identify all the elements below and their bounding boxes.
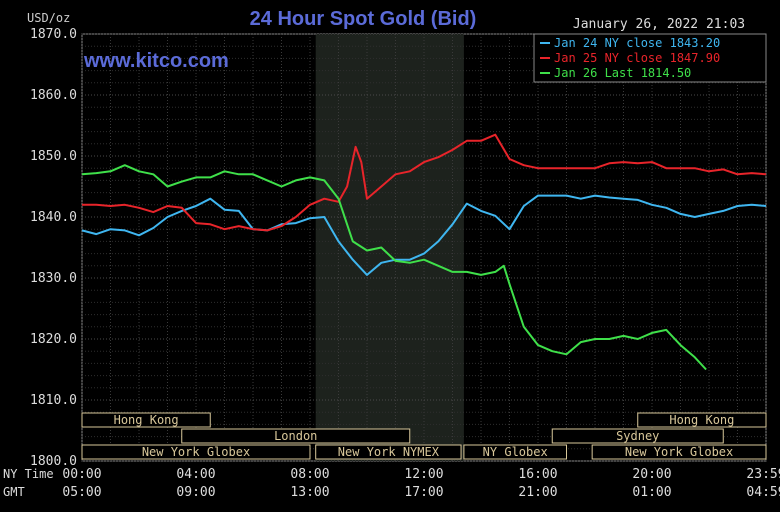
session-bar <box>637 412 767 428</box>
x-tick-label: 08:00 <box>290 467 329 482</box>
x-tick-label: 13:00 <box>290 485 329 500</box>
session-bar <box>81 444 311 460</box>
session-bar <box>181 428 411 444</box>
x-tick-label: 16:00 <box>518 467 557 482</box>
y-tick-label: 1860.0 <box>30 88 77 103</box>
session-label: Hong Kong <box>114 413 179 427</box>
x-tick-label: 12:00 <box>404 467 443 482</box>
session-bar <box>463 444 567 460</box>
session-bars: Hong Kong Hong Kong London Sydney New York G… <box>81 412 767 460</box>
session-label: New York NYMEX <box>338 445 440 459</box>
series-line <box>81 164 707 371</box>
x-tick-label: 00:00 <box>62 467 101 482</box>
session-label: New York Globex <box>142 445 250 459</box>
legend-entry: Jan 24 NY close 1843.20 <box>554 36 720 50</box>
y-tick-label: 1850.0 <box>30 149 77 164</box>
session-bar <box>81 412 211 428</box>
series-lines <box>81 133 767 371</box>
session-bar <box>591 444 767 460</box>
nymex-session-shade <box>315 34 464 461</box>
session-label: Sydney <box>616 429 659 443</box>
legend-entry: Jan 26 Last 1814.50 <box>554 66 691 80</box>
x-tick-label: 23:59 <box>746 467 780 482</box>
session-label: New York Globex <box>625 445 733 459</box>
y-tick-label: 1830.0 <box>30 271 77 286</box>
series-line <box>82 133 767 232</box>
y-tick-label: 1840.0 <box>30 210 77 225</box>
x-tick-label: 04:00 <box>176 467 215 482</box>
x-axis-row-label: NY Time <box>3 467 54 481</box>
session-bar <box>315 444 462 460</box>
watermark: www.kitco.com <box>83 50 229 72</box>
legend-entry: Jan 25 NY close 1847.90 <box>554 51 720 65</box>
x-axis-row-label: GMT <box>3 485 25 499</box>
x-tick-label: 20:00 <box>632 467 671 482</box>
x-tick-label: 09:00 <box>176 485 215 500</box>
x-tick-labels: NY Time 00:00 04:00 08:00 12:00 16:00 20:00 23:… <box>3 467 780 500</box>
timestamp: January 26, 2022 21:03 <box>573 17 745 32</box>
x-tick-label: 01:00 <box>632 485 671 500</box>
y-tick-label: 1810.0 <box>30 393 77 408</box>
session-label: London <box>274 429 317 443</box>
y-tick-label: 1800.0 <box>30 454 77 469</box>
x-tick-label: 17:00 <box>404 485 443 500</box>
chart-title: 24 Hour Spot Gold (Bid) <box>250 8 477 30</box>
session-label: Hong Kong <box>669 413 734 427</box>
y-axis-unit-label: USD/oz <box>27 11 70 25</box>
x-tick-label: 04:59 <box>746 485 780 500</box>
session-bar <box>551 428 724 444</box>
y-tick-labels: 1870.0 1860.0 1850.0 1840.0 1830.0 1820.0 1810… <box>30 27 77 469</box>
y-tick-label: 1820.0 <box>30 332 77 347</box>
legend-box <box>533 33 767 83</box>
x-tick-label: 05:00 <box>62 485 101 500</box>
series-line <box>81 194 767 276</box>
session-label: NY Globex <box>483 445 548 459</box>
y-tick-label: 1870.0 <box>30 27 77 42</box>
x-tick-label: 21:00 <box>518 485 557 500</box>
